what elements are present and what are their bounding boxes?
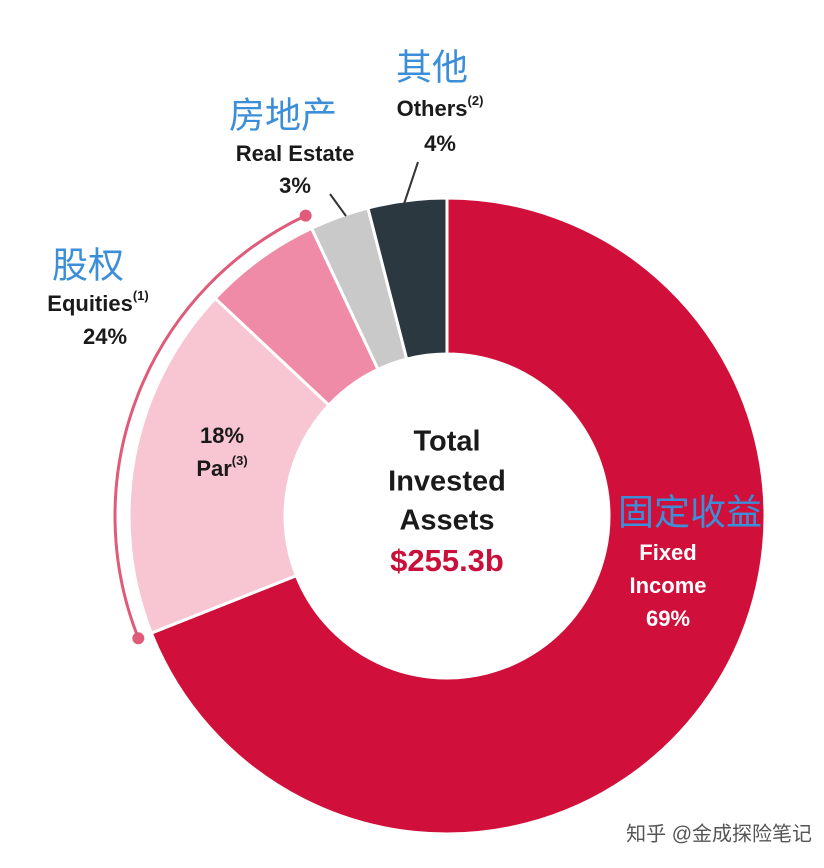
watermark: 知乎 @金成探险笔记 <box>626 822 812 845</box>
donut-segment <box>366 196 449 361</box>
label-word: Income <box>629 573 706 598</box>
center-text: Assets <box>399 505 494 537</box>
value-label: 24% <box>83 324 127 349</box>
label-name: Fixed Income <box>629 540 706 598</box>
center-value: $255.3b <box>390 543 504 578</box>
donut <box>127 196 767 836</box>
donut-segment <box>149 196 767 836</box>
label: Equities(1) <box>47 288 148 315</box>
value-label: 4% <box>424 131 456 156</box>
label-chinese: 固定收益 <box>618 492 762 533</box>
leader-line <box>329 193 347 217</box>
group-bracket <box>113 214 307 639</box>
center-text: Total <box>413 426 480 458</box>
label: Others(2) <box>397 93 484 120</box>
value-label: 3% <box>279 173 311 198</box>
label-name: Real Estate <box>236 141 355 166</box>
value-label: 18% <box>200 423 244 448</box>
label-chinese: 股权 <box>52 245 124 286</box>
label-word: Fixed <box>639 540 696 565</box>
bracket-end <box>132 632 145 645</box>
bracket-end <box>299 209 312 222</box>
label-chinese: 房地产 <box>229 95 337 136</box>
label-name: Others <box>397 96 468 121</box>
center-text: Invested <box>388 466 506 498</box>
value-label: 69% <box>646 606 690 631</box>
donut-segment <box>127 296 332 636</box>
label-name: Par <box>196 456 232 481</box>
label-name: Equities <box>47 291 133 316</box>
label: Par(3) <box>196 453 247 480</box>
footnote: (2) <box>468 93 484 108</box>
label-chinese: 其他 <box>396 47 468 88</box>
footnote: (3) <box>232 453 248 468</box>
footnote: (1) <box>133 288 149 303</box>
leader-line <box>403 161 419 205</box>
